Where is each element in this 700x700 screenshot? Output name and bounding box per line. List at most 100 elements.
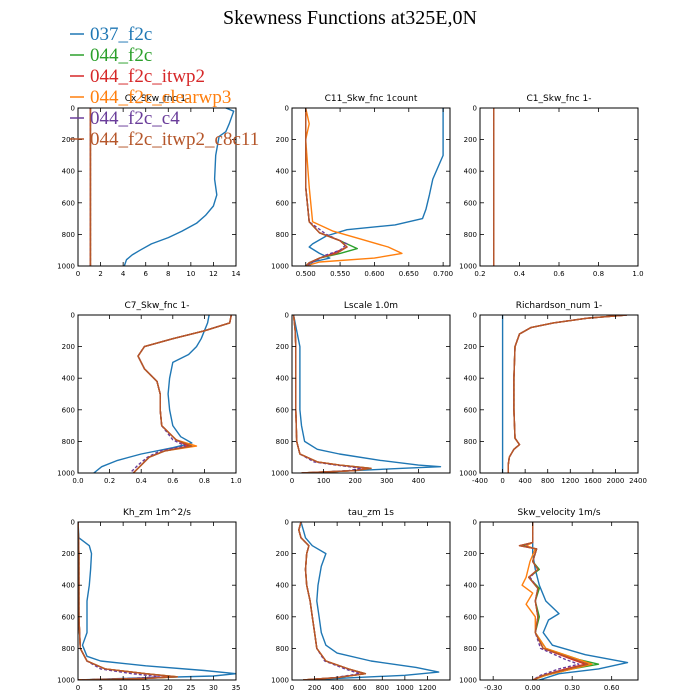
series-line-037-f2c <box>123 108 235 266</box>
x-tick-label: 300 <box>380 477 393 485</box>
y-tick-label: 600 <box>276 199 289 207</box>
y-tick-label: 1000 <box>271 263 289 271</box>
x-tick-label: 6 <box>143 270 148 278</box>
series-line-037-f2c <box>532 522 629 680</box>
x-tick-label: 0.8 <box>593 270 604 278</box>
y-tick-label: 1000 <box>57 263 75 271</box>
y-tick-label: 800 <box>276 438 289 446</box>
series-line-044-f2c <box>292 315 372 473</box>
x-tick-label: 0 <box>290 684 294 692</box>
series-line-044-f2c <box>132 315 232 473</box>
x-tick-label: 0 <box>500 477 504 485</box>
series-lines <box>292 315 442 473</box>
y-tick-label: 1000 <box>459 470 477 478</box>
y-tick-label: 1000 <box>459 677 477 685</box>
x-tick-label: 200 <box>308 684 321 692</box>
x-tick-label: 800 <box>541 477 554 485</box>
x-tick-label: 0 <box>76 684 80 692</box>
x-tick-label: 600 <box>353 684 366 692</box>
x-tick-label: 0.30 <box>564 684 580 692</box>
series-line-037-f2c <box>78 522 236 680</box>
x-tick-label: 1.0 <box>632 270 643 278</box>
series-line-044-f2c <box>507 315 627 473</box>
series-line-044-f2c-itwp2 <box>132 315 232 473</box>
series-line-044-f2c-itwp2 <box>305 108 348 266</box>
panel-tau-zm: tau_zm 1s 0 200 400 600 800 1000 1200 0 200 400 600… <box>271 508 451 692</box>
x-tick-label: 0.4 <box>514 270 526 278</box>
axis-ticks: 0.2 0.4 0.6 0.8 1.0 0 200 400 600 800 1000 <box>459 105 643 279</box>
y-tick-label: 800 <box>464 231 477 239</box>
x-tick-label: 400 <box>518 477 531 485</box>
y-tick-label: 800 <box>276 231 289 239</box>
y-tick-label: 800 <box>464 645 477 653</box>
panel-title: Richardson_num 1- <box>516 301 603 311</box>
figure-title: Skewness Functions at325E,0N <box>223 7 477 29</box>
x-tick-label: 0.60 <box>604 684 620 692</box>
series-line-044-f2c-clearwp3 <box>305 108 403 266</box>
axis-ticks: 0.0 0.2 0.4 0.6 0.8 1.0 0 200 400 600 800 1000 <box>57 312 241 486</box>
series-line-044-f2c-itwp2 <box>292 315 369 473</box>
panel-c1-skw-fnc: C1_Skw_fnc 1- 0.2 0.4 0.6 0.8 1.0 0 200 400 600 80… <box>459 94 643 278</box>
series-lines <box>501 315 627 473</box>
plot-frame <box>479 314 639 474</box>
x-tick-label: 0.550 <box>330 270 350 278</box>
legend-label: 044_f2c <box>90 45 152 66</box>
legend-item-044-f2c-clearwp3: 044_f2c_clearwp3 <box>70 87 231 108</box>
plot-frame <box>291 107 451 267</box>
plot-frame <box>291 521 451 681</box>
series-line-044-f2c-itwp2-c8c11 <box>507 315 627 473</box>
axis-ticks: 0 200 400 600 800 1000 1200 0 200 400 600 800 1000 <box>271 519 450 692</box>
legend: 037_f2c044_f2c044_f2c_itwp2044_f2c_clear… <box>70 24 259 150</box>
y-tick-label: 0 <box>473 312 477 320</box>
y-tick-label: 800 <box>62 645 75 653</box>
series-line-037-f2c <box>93 315 210 473</box>
y-tick-label: 800 <box>62 231 75 239</box>
y-tick-label: 0 <box>71 312 75 320</box>
legend-item-044-f2c-itwp2-c8c11: 044_f2c_itwp2_c8c11 <box>70 129 259 150</box>
panel-title: C1_Skw_fnc 1- <box>527 94 592 104</box>
x-tick-label: 0.0 <box>72 477 83 485</box>
panel-c7-skw-fnc: C7_Skw_fnc 1- 0.0 0.2 0.4 0.6 0.8 1.0 0 200 400 60… <box>57 301 241 485</box>
plot-frame <box>291 314 451 474</box>
panel-grid: Cx_Skw_fnc 1-0 2 4 6 8 10 12 140200400600800100… <box>57 94 647 692</box>
plot-frame <box>77 521 237 681</box>
y-tick-label: 400 <box>276 168 289 176</box>
series-lines <box>298 522 440 680</box>
x-tick-label: 5 <box>98 684 102 692</box>
series-line-037-f2c <box>308 108 444 266</box>
y-tick-label: 400 <box>276 582 289 590</box>
y-tick-label: 200 <box>464 550 477 558</box>
x-tick-label: 14 <box>232 270 241 278</box>
legend-label: 044_f2c_itwp2 <box>90 66 205 87</box>
y-tick-label: 1000 <box>57 677 75 685</box>
y-tick-label: 600 <box>62 613 75 621</box>
series-line-044-f2c-itwp2 <box>518 522 586 680</box>
x-tick-label: 1200 <box>561 477 579 485</box>
y-tick-label: 400 <box>62 375 75 383</box>
x-tick-label: 400 <box>412 477 425 485</box>
axis-ticks: 0 5 10 15 20 25 30 35 0 200 400 600 800 1000 <box>57 519 240 693</box>
x-tick-label: 0.700 <box>433 270 453 278</box>
panel-richardson-num: Richardson_num 1--400 0 400 800 1200 1600 2000… <box>459 301 647 485</box>
x-tick-label: 1.0 <box>230 477 241 485</box>
plot-frame <box>77 107 237 267</box>
x-tick-label: 200 <box>349 477 362 485</box>
panel-title: Kh_zm 1m^2/s <box>123 508 191 518</box>
x-tick-label: 10 <box>119 684 128 692</box>
x-tick-label: 100 <box>317 477 330 485</box>
legend-item-044-f2c-c4: 044_f2c_c4 <box>70 108 180 129</box>
panel-title: Lscale 1.0m <box>344 301 398 311</box>
y-tick-label: 0 <box>285 519 289 527</box>
plot-frame <box>479 107 639 267</box>
series-line-044-f2c-clearwp3 <box>507 315 627 473</box>
x-tick-label: 30 <box>209 684 218 692</box>
series-line-037-f2c <box>300 522 440 680</box>
x-tick-label: 0.600 <box>364 270 384 278</box>
panel-title: Cx_Skw_fnc 1- <box>125 94 190 104</box>
panel-lscale: Lscale 1.0m 0 100 200 300 400 0 200 400 600 800 100… <box>271 301 451 485</box>
y-tick-label: 200 <box>464 343 477 351</box>
series-line-044-f2c-clearwp3 <box>78 522 178 680</box>
series-line-044-f2c-itwp2-c8c11 <box>298 522 367 680</box>
